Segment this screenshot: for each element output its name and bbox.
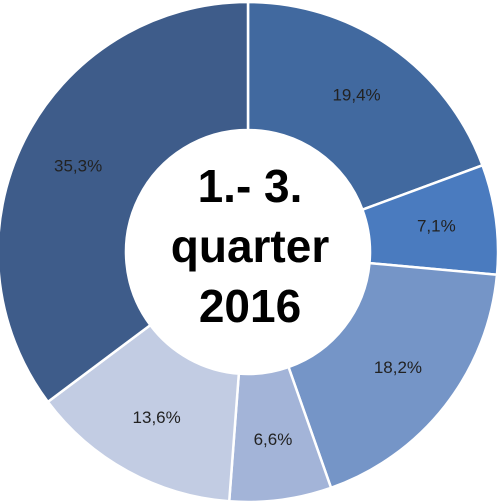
data-label: 7,1% — [417, 217, 456, 236]
donut-segment — [246, 0, 485, 212]
data-label: 13,6% — [133, 408, 181, 427]
donut-segment — [0, 0, 250, 404]
data-label: 35,3% — [54, 156, 102, 175]
data-label: 18,2% — [374, 358, 422, 377]
center-text: 1.- 3. — [198, 160, 303, 212]
center-text: 2016 — [199, 280, 301, 332]
data-label: 6,6% — [254, 430, 293, 449]
data-label: 19,4% — [332, 86, 380, 105]
donut-segment — [286, 261, 499, 490]
center-text: quarter — [171, 220, 330, 272]
donut-segment — [46, 323, 241, 503]
